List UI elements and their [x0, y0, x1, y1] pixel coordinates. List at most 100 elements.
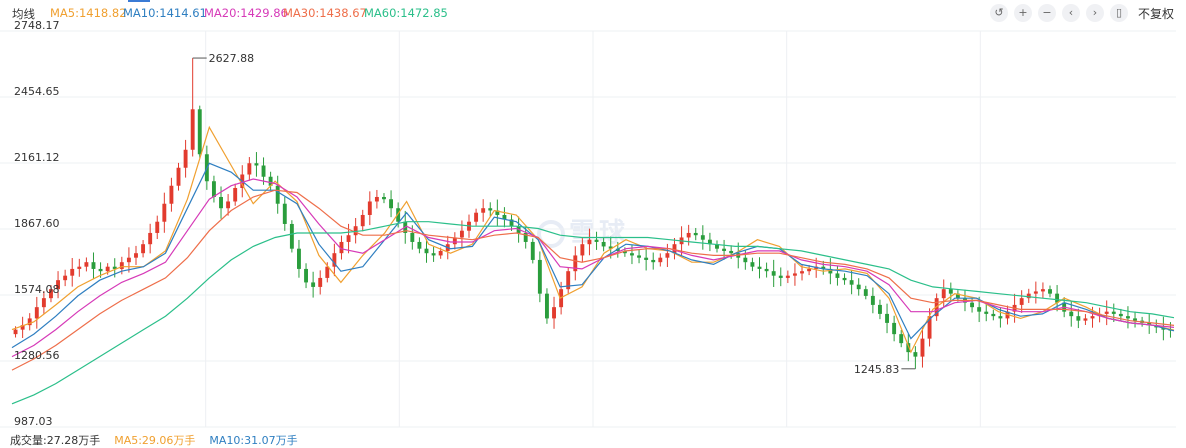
candle-body: [325, 266, 330, 278]
candle-body: [594, 239, 599, 242]
candle-body: [353, 226, 358, 236]
candlestick-chart[interactable]: 2748.17 2454.65 2161.12 1867.60 1574.08 1280.…: [0, 0, 1186, 439]
y-tick-label: 2161.12: [14, 151, 60, 164]
candle-body: [311, 282, 316, 287]
candle-body: [828, 268, 833, 274]
candle-body: [722, 248, 727, 251]
active-tab-marker: [128, 0, 150, 2]
candle-body: [693, 232, 698, 236]
candle-body: [1090, 316, 1095, 319]
candle-body: [1048, 289, 1052, 294]
candle-body: [948, 289, 953, 294]
zoom-out-icon[interactable]: −: [1037, 4, 1056, 22]
candle-body: [176, 167, 181, 186]
candle-body: [431, 253, 436, 256]
candle-body: [892, 322, 897, 335]
undo-icon[interactable]: ↺: [989, 4, 1008, 22]
candle-body: [360, 214, 365, 227]
candle-body: [261, 165, 266, 177]
candle-body: [474, 212, 479, 222]
candle-body: [927, 316, 932, 339]
candle-body: [410, 232, 415, 242]
mode-label[interactable]: 均线: [12, 7, 35, 21]
candle-body: [977, 307, 982, 312]
ma-label-3: MA30:1438.67: [283, 6, 367, 20]
next-icon[interactable]: ›: [1085, 4, 1104, 22]
candle-body: [906, 343, 911, 353]
candle-body: [247, 163, 252, 175]
candle-body: [1147, 322, 1152, 326]
candle-body: [190, 109, 195, 150]
candle-body: [544, 293, 549, 319]
candle-body: [608, 246, 613, 249]
candle-body: [870, 295, 875, 305]
candle-body: [148, 232, 153, 245]
watermark-logo-icon: [537, 219, 565, 248]
candle-body: [289, 223, 294, 249]
candle-body: [552, 307, 556, 319]
candle-body: [622, 250, 627, 254]
candle-body: [488, 208, 493, 211]
candle-body: [27, 318, 32, 326]
candle-icon[interactable]: ▯: [1109, 4, 1128, 22]
candle-body: [77, 266, 82, 269]
volume-label-0: 成交量:27.28万手: [10, 434, 101, 447]
candle-body: [637, 255, 642, 258]
y-tick-label: 2748.17: [14, 19, 60, 32]
candle-body: [863, 289, 868, 296]
candle-body: [899, 334, 904, 344]
candle-body: [275, 185, 280, 204]
candle-body: [396, 208, 401, 222]
candle-body: [920, 338, 925, 357]
candle-body: [998, 316, 1003, 319]
candle-body: [658, 257, 663, 263]
candle-body: [13, 329, 18, 335]
candle-body: [566, 271, 571, 290]
candle-body: [70, 268, 75, 276]
candle-body: [573, 255, 578, 272]
candle-body: [601, 241, 606, 247]
candle-body: [424, 248, 429, 254]
ma-label-2: MA20:1429.86: [204, 6, 288, 20]
candle-body: [970, 302, 975, 308]
candle-body: [119, 262, 124, 269]
ma-label-4: MA60:1472.85: [364, 6, 448, 20]
candle-body: [984, 311, 989, 314]
candle-body: [580, 244, 585, 256]
candle-body: [707, 239, 712, 245]
candle-body: [644, 257, 649, 260]
candle-body: [991, 313, 996, 317]
volume-indicator-row: 成交量:27.28万手 MA5:29.06万手 MA10:31.07万手: [10, 432, 312, 448]
candle-body: [382, 196, 386, 200]
y-tick-label: 1280.56: [14, 349, 60, 362]
candle-body: [1055, 293, 1060, 303]
candle-body: [112, 266, 117, 269]
candle-body: [98, 268, 103, 272]
candle-body: [750, 262, 755, 267]
candle-body: [1076, 316, 1081, 321]
candle-body: [134, 253, 138, 258]
candle-body: [502, 214, 507, 220]
candle-body: [1033, 291, 1038, 294]
zoom-in-icon[interactable]: +: [1013, 4, 1032, 22]
candle-body: [835, 273, 840, 278]
adjust-mode-button[interactable]: 不复权: [1137, 6, 1174, 21]
volume-label-1: MA5:29.06万手: [114, 434, 196, 447]
candle-body: [84, 262, 89, 267]
candle-body: [481, 208, 486, 213]
candle-body: [49, 289, 53, 299]
candle-body: [63, 275, 68, 281]
candle-body: [438, 250, 443, 256]
candle-body: [651, 259, 656, 263]
candle-body: [141, 244, 146, 254]
ma-label-0: MA5:1418.82: [50, 6, 127, 20]
candle-body: [20, 325, 25, 330]
candle-body: [417, 241, 422, 249]
candle-body: [941, 289, 946, 299]
candle-body: [686, 232, 691, 238]
candle-body: [665, 253, 670, 258]
candle-body: [530, 241, 535, 260]
candle-body: [764, 268, 769, 272]
prev-icon[interactable]: ‹: [1061, 4, 1080, 22]
candle-body: [1111, 311, 1116, 314]
